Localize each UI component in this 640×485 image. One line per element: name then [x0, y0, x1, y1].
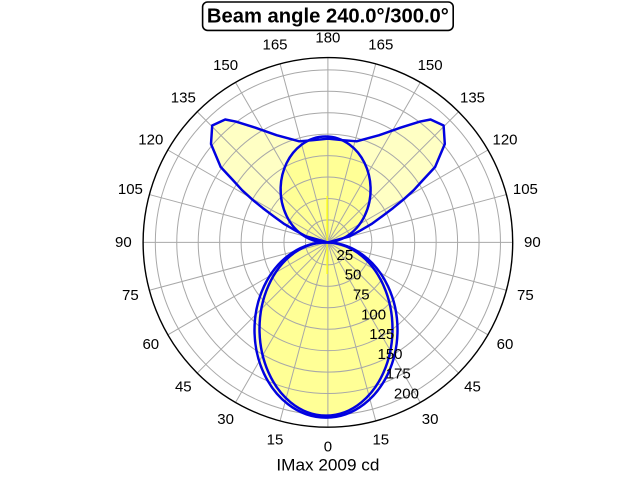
svg-text:Beam angle 240.0°/300.0°: Beam angle 240.0°/300.0°	[207, 6, 449, 28]
svg-text:45: 45	[464, 379, 481, 396]
svg-text:175: 175	[386, 366, 411, 383]
svg-text:25: 25	[337, 247, 354, 264]
svg-text:45: 45	[175, 379, 192, 396]
svg-text:60: 60	[497, 336, 514, 353]
svg-text:165: 165	[262, 36, 287, 53]
svg-text:120: 120	[492, 132, 517, 149]
svg-text:105: 105	[118, 181, 143, 198]
svg-text:90: 90	[115, 234, 132, 251]
svg-text:0: 0	[324, 438, 332, 455]
svg-text:180: 180	[315, 29, 340, 46]
svg-text:50: 50	[345, 267, 362, 284]
svg-text:15: 15	[372, 431, 389, 448]
svg-text:75: 75	[353, 287, 370, 304]
svg-text:125: 125	[369, 326, 394, 343]
svg-text:30: 30	[217, 411, 234, 428]
svg-text:165: 165	[368, 36, 393, 53]
svg-text:200: 200	[394, 386, 419, 403]
svg-text:75: 75	[517, 287, 534, 304]
svg-text:60: 60	[142, 336, 159, 353]
svg-text:30: 30	[422, 411, 439, 428]
svg-text:120: 120	[138, 132, 163, 149]
svg-text:75: 75	[122, 287, 139, 304]
svg-text:150: 150	[213, 57, 238, 74]
svg-text:150: 150	[418, 57, 443, 74]
svg-text:105: 105	[513, 181, 538, 198]
svg-text:100: 100	[361, 306, 386, 323]
svg-text:135: 135	[460, 89, 485, 106]
svg-text:90: 90	[524, 234, 541, 251]
svg-text:135: 135	[171, 89, 196, 106]
svg-text:150: 150	[378, 346, 403, 363]
svg-text:IMax 2009 cd: IMax 2009 cd	[276, 455, 379, 474]
svg-text:15: 15	[267, 431, 284, 448]
